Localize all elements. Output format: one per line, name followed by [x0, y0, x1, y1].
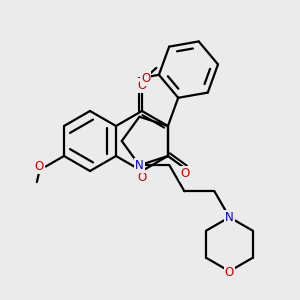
- Text: O: O: [137, 171, 147, 184]
- Text: O: O: [34, 160, 44, 173]
- Text: N: N: [225, 211, 234, 224]
- Text: O: O: [180, 167, 190, 180]
- Text: N: N: [225, 211, 234, 224]
- Text: O: O: [137, 79, 147, 92]
- Text: O: O: [225, 266, 234, 279]
- Text: O: O: [141, 72, 150, 85]
- Text: N: N: [135, 159, 144, 172]
